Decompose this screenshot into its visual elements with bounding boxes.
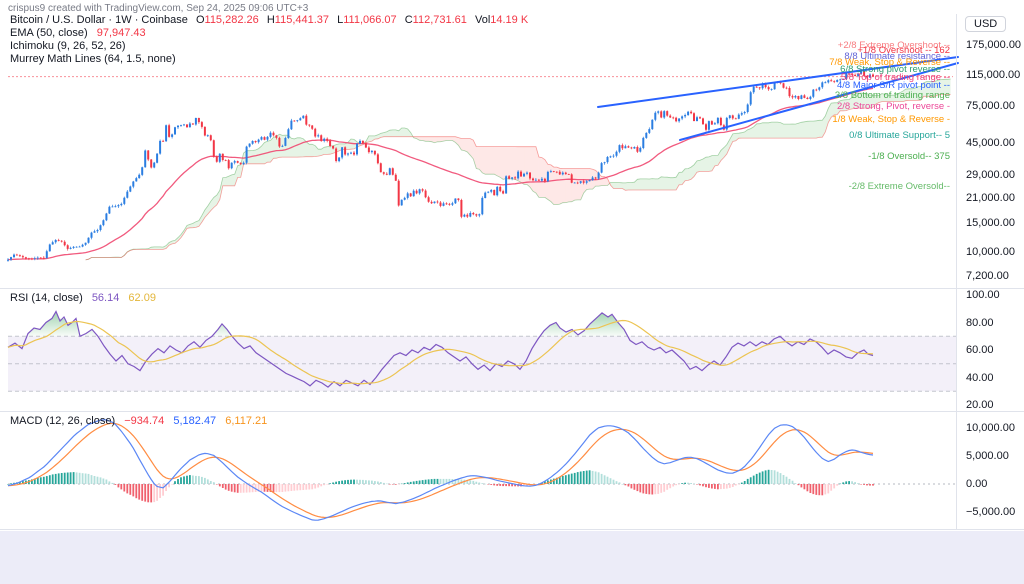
high-value: 115,441.37 [274,14,330,26]
trendline-upper[interactable] [597,56,959,108]
murrey-level-label: -1/8 Oversold-- 375 [868,151,950,163]
close-label: C [404,14,413,26]
macd-signal-line [7,422,874,519]
rsi-band [8,336,956,392]
ema-title: EMA (50, close) [10,27,88,39]
axis-tick-label: 5,000.00 [966,450,1009,462]
murrey-level-label: 1/8 Weak, Stop & Reverse - [832,114,950,126]
low-value: 111,066.07 [343,14,397,26]
price-axis-separator [956,14,957,530]
axis-tick-label: 10,000.00 [966,246,1015,258]
murrey-level-label: 3/8 Bottom of trading range [834,89,950,101]
macd-line-value: 5,182.47 [173,415,217,427]
pane-separator[interactable] [0,529,1024,530]
volume-value: 14.19 K [490,14,529,26]
axis-tick-label: 75,000.00 [966,99,1015,112]
rsi-overbought-fill [27,312,98,337]
ichimoku-legend-row[interactable]: Ichimoku (9, 26, 52, 26) [10,40,126,52]
axis-tick-label: −5,000.00 [966,506,1016,518]
symbol-title: Bitcoin / U.S. Dollar · 1W · Coinbase [10,14,188,26]
rsi-line [7,310,874,388]
axis-tick-label: 21,000.00 [966,192,1015,205]
axis-tick-label: 40.00 [966,371,994,384]
axis-tick-label: 175,000.00 [966,38,1022,51]
rsi-overbought-fill [211,324,233,337]
open-value: 115,282.26 [204,14,259,26]
murrey-title: Murrey Math Lines (64, 1.5, none) [10,53,176,65]
murrey-legend-row[interactable]: Murrey Math Lines (64, 1.5, none) [10,53,176,65]
high-label: H [266,14,275,26]
murrey-level-label: 8/8 Ultimate resistance -- [844,50,950,62]
macd-histogram [7,469,874,503]
axis-tick-label: 100.00 [966,289,1000,301]
close-value: 112,731.61 [412,14,467,26]
rsi-ma-value: 62.09 [128,292,156,304]
macd-pane [7,419,956,521]
rsi-ma-line [7,319,874,385]
ema-legend-row[interactable]: EMA (50, close) 97,947.43 [10,27,146,39]
axis-tick-label: 29,000.00 [966,168,1015,181]
attribution-text: crispus9 created with TradingView.com, S… [8,3,309,14]
bottom-toolbar-area [0,531,1024,584]
macd-hist-value: −934.74 [124,415,165,427]
axis-tick-label: 0.00 [966,478,988,490]
currency-toggle-button[interactable]: USD [965,16,1007,32]
axis-tick-label: 45,000.00 [966,136,1015,149]
macd-signal-value: 6,117.21 [225,415,268,427]
axis-tick-label: 60.00 [966,344,994,356]
rsi-pane [7,310,956,392]
ichimoku-title: Ichimoku (9, 26, 52, 26) [10,40,126,52]
murrey-level-label: +1/8 Overshoot -- 162 [857,44,950,56]
pane-separator[interactable] [0,288,1024,289]
macd-title: MACD (12, 26, close) [10,415,116,427]
murrey-level-label: 0/8 Ultimate Support-- 5 [849,130,950,142]
murrey-level-label: 5/8 Top of trading range -- [840,71,950,83]
axis-tick-label: 7,200.00 [966,269,1009,282]
murrey-level-label: 6/8 Strong pivot reverse -- [840,63,950,75]
macd-line [7,419,874,521]
rsi-value: 56.14 [91,292,120,304]
trendline-lower[interactable] [679,62,959,141]
volume-label: Vol [474,14,491,26]
rsi-title: RSI (14, close) [10,292,83,304]
axis-tick-label: 80.00 [966,316,994,329]
low-label: L [337,14,344,26]
ichimoku-cloud [85,78,951,261]
symbol-legend-row[interactable]: Bitcoin / U.S. Dollar · 1W · Coinbase O1… [10,14,528,26]
macd-legend-row[interactable]: MACD (12, 26, close) −934.74 5,182.47 6,… [10,415,267,427]
murrey-level-label: 4/8 Major S/R pivot point -- [837,80,950,92]
murrey-level-label: -2/8 Extreme Oversold-- [848,180,950,192]
axis-tick-label: 15,000.00 [966,216,1015,229]
axis-tick-label: 10,000.00 [966,422,1015,434]
axis-tick-label: 20.00 [966,399,994,411]
pane-separator[interactable] [0,411,1024,412]
candlestick-series [7,70,874,262]
ema-line [7,87,874,261]
axis-tick-label: 115,000.00 [966,69,1021,81]
ema-value: 97,947.43 [96,27,146,39]
murrey-level-label: 7/8 Weak, Stop & Reverse -- [829,57,950,69]
murrey-level-label: +2/8 Extreme Overshoot -- [837,39,950,51]
rsi-overbought-fill [540,313,628,337]
rsi-legend-row[interactable]: RSI (14, close) 56.14 62.09 [10,292,156,304]
murrey-level-label: 2/8 Strong, Pivot, reverse - [837,100,950,112]
open-label: O [195,14,205,26]
